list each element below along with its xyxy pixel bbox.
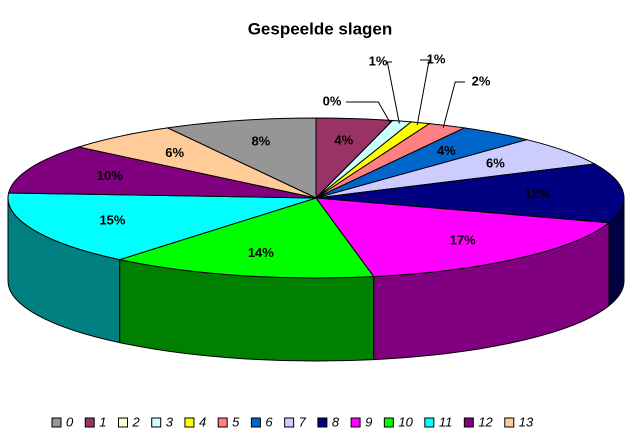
legend-label: 4 xyxy=(199,414,206,429)
legend-label: 2 xyxy=(131,414,140,429)
data-label: 0% xyxy=(323,93,342,108)
legend-label: 5 xyxy=(232,414,240,429)
data-label: 15% xyxy=(99,212,125,227)
data-label: 10% xyxy=(97,168,123,183)
legend-label: 10 xyxy=(398,414,413,429)
legend-label: 6 xyxy=(265,414,273,429)
legend-swatch xyxy=(217,417,228,428)
data-label: 4% xyxy=(437,143,456,158)
data-label: 4% xyxy=(334,132,353,147)
data-label: 17% xyxy=(450,233,476,248)
data-label: 6% xyxy=(165,145,184,160)
legend-label: 12 xyxy=(478,414,493,429)
data-label: 2% xyxy=(472,73,491,88)
legend-label: 0 xyxy=(66,414,74,429)
legend-swatch xyxy=(284,417,295,428)
legend-swatch xyxy=(84,417,95,428)
leader-line xyxy=(416,59,430,126)
pie-sides xyxy=(7,197,625,362)
pie-slice xyxy=(315,163,625,224)
legend-swatch xyxy=(463,417,474,428)
legend-label: 13 xyxy=(519,414,534,429)
pie-tops xyxy=(7,117,625,279)
data-label: 8% xyxy=(251,134,270,149)
legend-swatch xyxy=(117,417,128,428)
data-label: 6% xyxy=(486,156,505,171)
data-label: 1% xyxy=(369,53,388,68)
chart-title: Gespeelde slagen xyxy=(248,19,393,38)
pie-slice xyxy=(76,127,317,199)
pie-slice xyxy=(7,192,317,261)
legend-swatch xyxy=(51,417,62,428)
legend-swatch xyxy=(424,417,435,428)
legend-swatch xyxy=(350,417,361,428)
legend-label: 1 xyxy=(99,414,106,429)
legend-swatch xyxy=(317,417,328,428)
legend-label: 7 xyxy=(299,414,307,429)
legend-label: 3 xyxy=(166,414,174,429)
legend-swatch xyxy=(151,417,162,428)
legend-label: 8 xyxy=(332,414,340,429)
data-label: 12% xyxy=(524,186,550,201)
pie-slice xyxy=(314,197,611,278)
legend-swatch xyxy=(184,417,195,428)
legend-swatch xyxy=(250,417,261,428)
legend-swatch xyxy=(383,417,394,428)
legend: 0 1 2 3 4 5 6 7 8 9 10 11 12 13 xyxy=(51,414,534,429)
pie-slice xyxy=(165,117,317,199)
legend-label: 9 xyxy=(365,414,372,429)
legend-swatch xyxy=(504,417,515,428)
data-label: 14% xyxy=(248,245,274,260)
leader-line xyxy=(386,61,400,124)
legend-label: 11 xyxy=(439,414,453,429)
leader-line xyxy=(346,101,391,124)
data-labels: 8% 4% 0% 1% 1% 2% 4% 6% 12% 17% 14% 15% 10% 6% xyxy=(97,51,551,260)
pie-slice xyxy=(7,146,317,199)
data-label: 1% xyxy=(427,51,446,66)
leader-line xyxy=(442,81,465,128)
pie-slice xyxy=(117,197,375,279)
